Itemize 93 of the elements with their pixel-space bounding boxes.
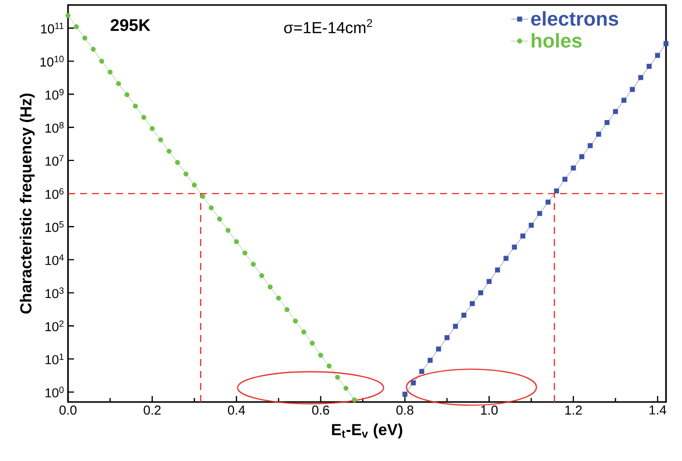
point — [638, 75, 644, 80]
point — [150, 126, 155, 132]
annotation: 295K — [110, 19, 150, 32]
point — [428, 358, 433, 363]
point — [292, 318, 298, 324]
point — [217, 216, 222, 222]
point — [200, 194, 206, 199]
point — [124, 92, 130, 98]
point — [284, 307, 290, 312]
point — [276, 296, 282, 301]
point — [579, 154, 584, 160]
y-tick-label: 10$^{5}$ — [46, 221, 64, 232]
point — [486, 278, 492, 284]
point — [116, 81, 122, 86]
y-tick-label: 10$^{7}$ — [46, 155, 64, 166]
point — [470, 301, 475, 306]
y-tick-label: 10$^{0}$ — [46, 386, 64, 398]
point — [234, 239, 239, 244]
point — [175, 160, 180, 165]
x-tick-label: 0.8 — [396, 406, 414, 415]
y-tick-label: 10$^{11}$ — [41, 22, 64, 34]
point — [478, 290, 484, 296]
x-tick-label: 1.4 — [650, 406, 666, 414]
point — [310, 340, 315, 346]
point — [82, 36, 88, 41]
point — [436, 346, 442, 352]
point — [621, 98, 626, 103]
point — [419, 368, 424, 374]
point — [343, 386, 348, 391]
point — [335, 374, 340, 380]
legend-label: electrons — [531, 11, 618, 26]
point — [90, 46, 96, 52]
point — [546, 200, 551, 205]
point — [108, 70, 113, 75]
point — [250, 262, 256, 267]
y-tick-label: 10$^{10}$ — [40, 56, 64, 67]
point — [166, 148, 172, 154]
point — [183, 171, 188, 176]
annotation: σ=1E-14cm$^{2}$ — [284, 19, 372, 34]
legend-label: holes — [532, 33, 582, 48]
point — [326, 364, 332, 369]
point — [259, 273, 264, 278]
point — [402, 392, 408, 397]
point — [537, 210, 542, 216]
point — [242, 250, 248, 256]
y-tick-label: 10$^{9}$ — [46, 88, 64, 100]
point — [461, 312, 466, 318]
point — [444, 335, 450, 340]
point — [318, 352, 324, 358]
point — [410, 380, 416, 386]
point — [192, 182, 197, 188]
point — [646, 64, 652, 69]
point — [528, 222, 534, 228]
y-tick-label: 10$^{6}$ — [46, 188, 64, 199]
point — [452, 324, 458, 329]
y-tick-label: 10$^{8}$ — [46, 122, 64, 133]
point — [630, 86, 635, 92]
x-axis-title: E$_{t}$-E$_{v}$ (eV) — [332, 424, 402, 438]
point — [66, 13, 70, 18]
x-tick-label: 0.6 — [312, 406, 330, 415]
point — [99, 58, 104, 64]
point — [268, 284, 273, 290]
y-tick-label: 10$^{1}$ — [46, 354, 64, 364]
point — [301, 330, 306, 335]
point — [74, 24, 79, 30]
point — [503, 256, 508, 261]
point — [664, 41, 668, 46]
point — [132, 104, 138, 109]
point — [655, 52, 660, 58]
point — [596, 132, 602, 137]
point — [495, 267, 500, 272]
y-tick-label: 10$^{3}$ — [46, 287, 64, 298]
y-tick-label: 10$^{2}$ — [46, 320, 64, 332]
point — [588, 143, 593, 148]
point — [570, 166, 576, 171]
point — [226, 228, 231, 233]
point — [512, 244, 517, 250]
x-tick-label: 1.0 — [481, 406, 498, 415]
point — [612, 109, 618, 114]
y-axis-title: Characteristic frequency (Hz) — [20, 94, 35, 314]
point — [158, 137, 164, 142]
x-tick-label: 0.4 — [228, 406, 246, 415]
point — [520, 234, 526, 239]
point — [141, 114, 146, 120]
point — [352, 397, 357, 402]
x-tick-label: 0.2 — [144, 406, 161, 415]
x-tick-label: 0.0 — [60, 406, 77, 415]
point — [554, 188, 560, 194]
point — [208, 205, 214, 210]
point — [562, 176, 568, 182]
point — [604, 120, 610, 126]
y-tick-label: 10$^{4}$ — [46, 254, 64, 266]
x-tick-label: 1.2 — [565, 406, 582, 415]
